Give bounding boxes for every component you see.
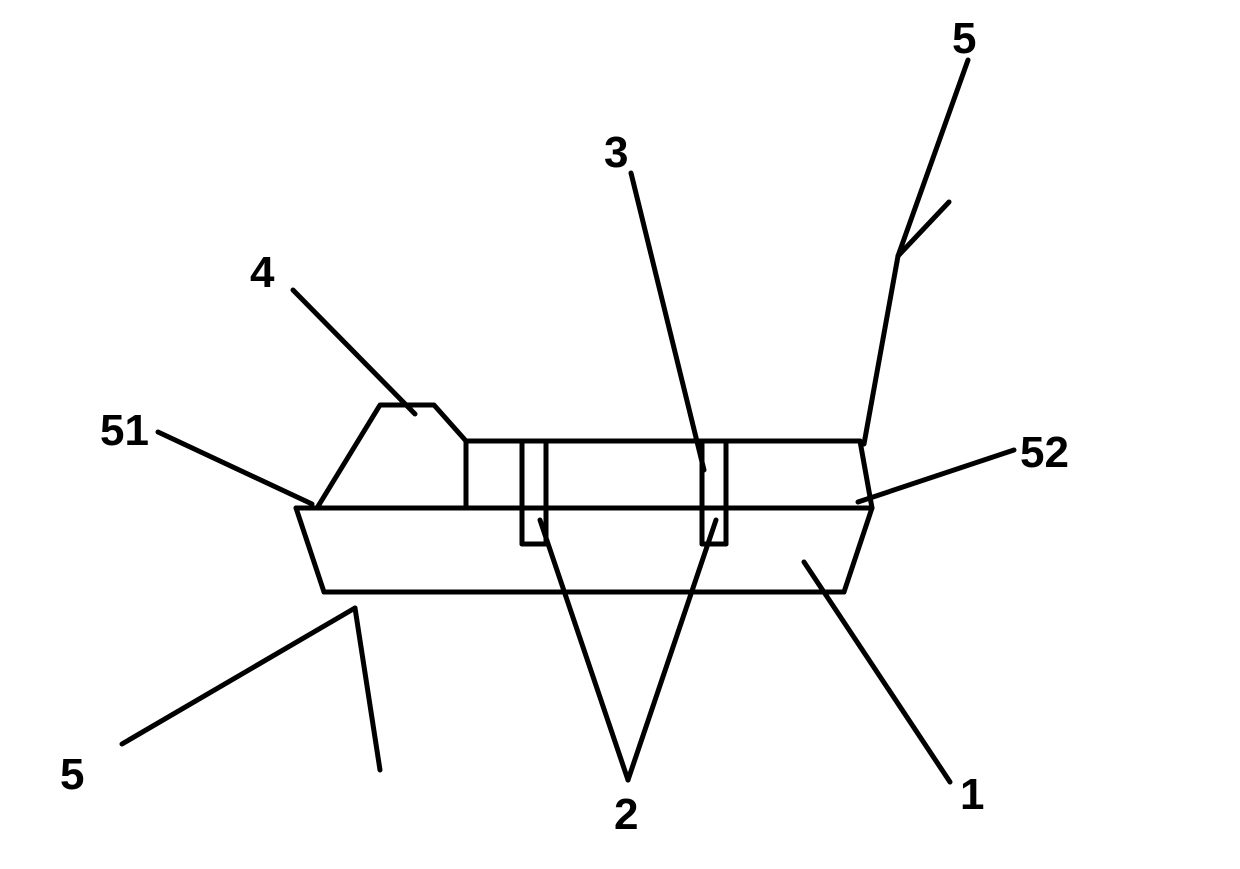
label-52: 52 xyxy=(1020,428,1069,478)
label-3: 3 xyxy=(604,128,628,178)
label-5-lower: 5 xyxy=(60,750,84,800)
label-2: 2 xyxy=(614,790,638,840)
label-4: 4 xyxy=(250,248,274,298)
label-1: 1 xyxy=(960,770,984,820)
label-51: 51 xyxy=(100,406,149,456)
label-5-upper: 5 xyxy=(952,14,976,64)
